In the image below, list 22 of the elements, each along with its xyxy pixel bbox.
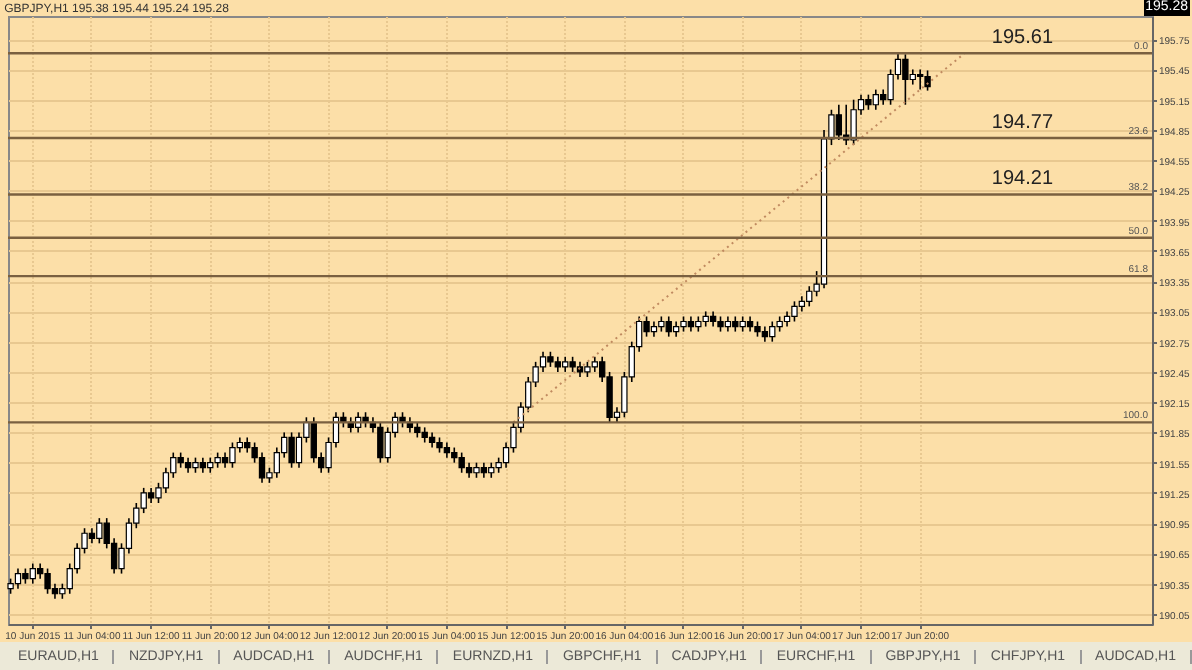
ref-line-label: 194.21 [991,168,1054,191]
candlestick [288,431,295,469]
candlestick [872,88,879,111]
candlestick [769,320,776,343]
candlestick [44,567,51,595]
candlestick [665,315,672,338]
candlestick [295,431,303,469]
candlestick [806,285,813,308]
candlestick [916,68,924,91]
candlestick [96,517,103,545]
candlestick [258,451,266,484]
ref-line-label: 194.77 [991,112,1054,134]
candlestick [229,441,236,469]
candlestick [29,562,36,585]
candlestick [835,103,843,141]
candlestick [850,98,857,146]
candlestick [14,567,22,590]
candlestick [791,300,798,323]
candlestick [458,451,465,474]
candlestick [377,421,384,464]
ref-line-label: 195.61 [991,27,1054,50]
candlestick [902,53,909,106]
